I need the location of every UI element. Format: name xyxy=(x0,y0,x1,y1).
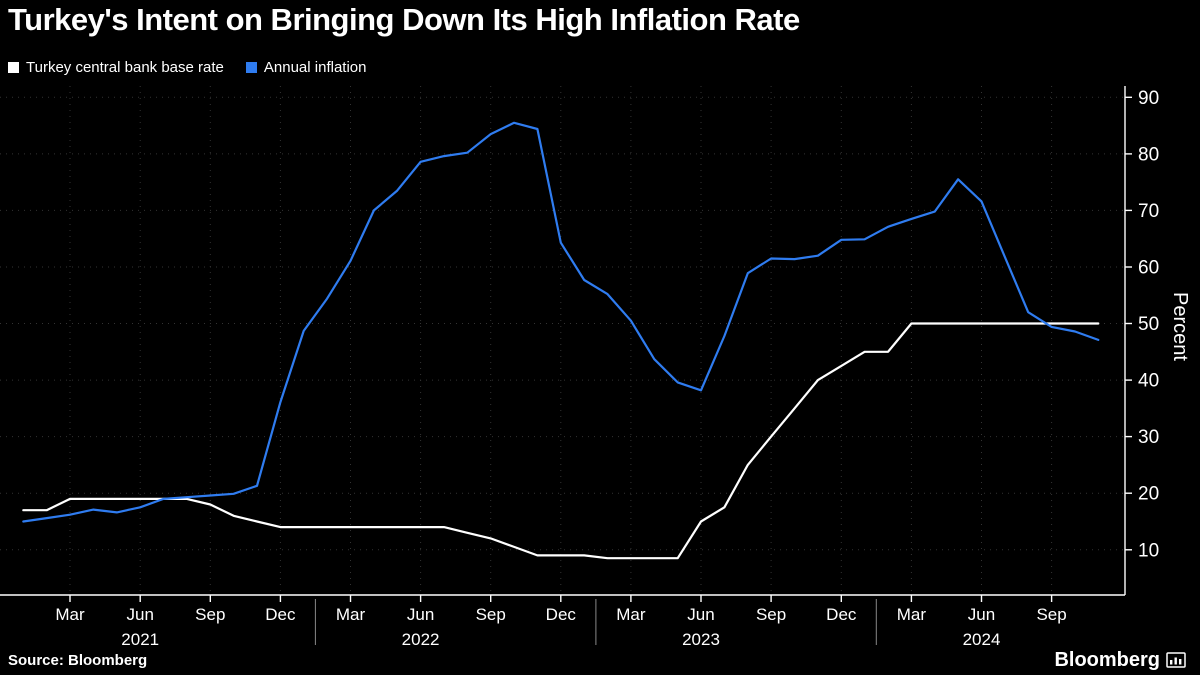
x-tick-label: Dec xyxy=(826,605,857,624)
x-tick-label: Mar xyxy=(897,605,927,624)
legend-label: Annual inflation xyxy=(263,59,367,76)
x-tick-label: Sep xyxy=(195,605,225,624)
legend-item: Turkey central bank base rate xyxy=(8,59,224,76)
year-label: 2023 xyxy=(682,630,720,649)
year-label: 2021 xyxy=(121,630,159,649)
footer: Source: Bloomberg Bloomberg xyxy=(0,645,1200,675)
x-tick-label: Sep xyxy=(476,605,506,624)
bloomberg-chart-icon xyxy=(1166,652,1186,668)
bloomberg-wordmark: Bloomberg xyxy=(1054,649,1186,672)
x-tick-label: Jun xyxy=(407,605,434,624)
y-tick-label: 10 xyxy=(1138,540,1159,561)
bloomberg-brand-text: Bloomberg xyxy=(1054,648,1160,671)
x-tick-label: Sep xyxy=(1036,605,1066,624)
y-tick-label: 90 xyxy=(1138,88,1159,109)
legend-label: Turkey central bank base rate xyxy=(26,59,224,76)
x-tick-label: Jun xyxy=(687,605,714,624)
y-tick-label: 70 xyxy=(1138,201,1159,222)
y-tick-label: 20 xyxy=(1138,484,1159,505)
y-axis-title: Percent xyxy=(1169,292,1191,361)
series-line-annual-inflation xyxy=(22,121,1100,523)
y-tick-label: 60 xyxy=(1138,258,1159,279)
x-tick-label: Jun xyxy=(968,605,995,624)
y-tick-label: 50 xyxy=(1138,314,1159,335)
x-tick-label: Dec xyxy=(265,605,296,624)
x-tick-label: Sep xyxy=(756,605,786,624)
series-line-turkey-central-bank-base-rate xyxy=(22,322,1100,560)
legend-swatch-icon xyxy=(245,62,257,73)
year-label: 2024 xyxy=(963,630,1001,649)
legend: Turkey central bank base rate Annual infl… xyxy=(8,59,366,76)
y-tick-label: 80 xyxy=(1138,144,1159,165)
chart-title: Turkey's Intent on Bringing Down Its Hig… xyxy=(8,2,800,37)
x-tick-label: Mar xyxy=(616,605,646,624)
year-label: 2022 xyxy=(402,630,440,649)
legend-swatch-icon xyxy=(8,62,19,73)
x-tick-label: Dec xyxy=(546,605,577,624)
x-tick-label: Jun xyxy=(126,605,153,624)
y-tick-label: 40 xyxy=(1138,371,1159,392)
source-attribution: Source: Bloomberg xyxy=(8,651,148,669)
x-tick-label: Mar xyxy=(336,605,366,624)
legend-item: Annual inflation xyxy=(245,59,367,76)
x-tick-label: Mar xyxy=(55,605,85,624)
y-tick-label: 30 xyxy=(1138,427,1159,448)
